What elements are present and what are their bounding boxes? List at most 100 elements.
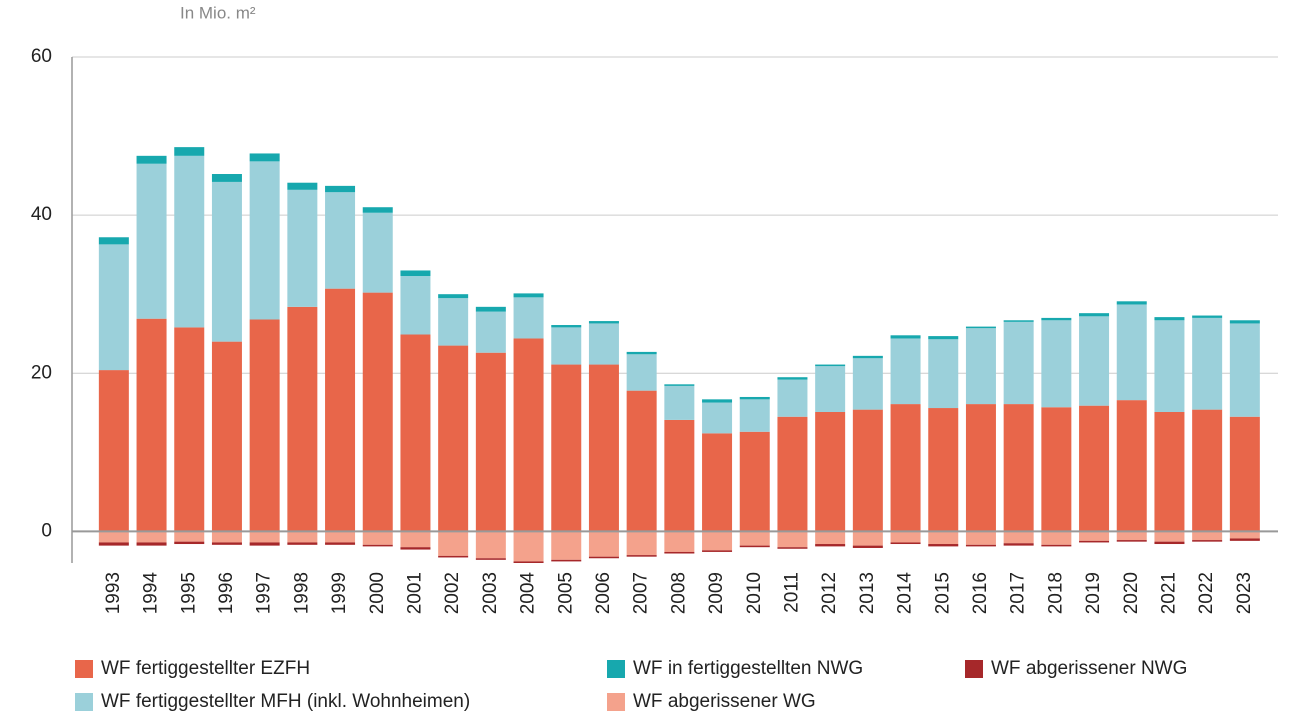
bar-segment [890, 404, 921, 532]
x-tick-label: 2019 [1083, 572, 1104, 614]
bar-segment [249, 531, 280, 543]
bar-segment [1116, 400, 1147, 532]
bar-segment [852, 355, 883, 359]
bar-segment [739, 431, 770, 532]
x-tick-label: 2011 [781, 572, 802, 613]
bar-segment [287, 306, 318, 532]
bar-segment [174, 155, 205, 328]
bar-segment [664, 419, 695, 532]
bar-segment [438, 298, 469, 346]
bar-segment [588, 531, 619, 557]
bar-segment [852, 358, 883, 410]
bar-segment [777, 531, 808, 548]
x-tick-label: 1993 [103, 572, 124, 614]
bar-segment [136, 531, 167, 543]
bar-segment [98, 370, 129, 532]
bar-segment [890, 531, 921, 543]
x-tick-label: 2014 [895, 572, 916, 615]
bar-segment [400, 334, 431, 532]
x-tick-label: 2006 [593, 572, 614, 614]
bar-segment [852, 545, 883, 548]
y-tick-label: 20 [31, 362, 52, 383]
x-tick-label: 2005 [555, 572, 576, 614]
bar-segment [702, 399, 733, 403]
bar-segment [287, 542, 318, 545]
bar-segment [852, 531, 883, 546]
bar-segment [1041, 407, 1072, 532]
bar-segment [626, 351, 657, 355]
bar-segment [1192, 409, 1223, 532]
x-tick-label: 2023 [1234, 572, 1255, 614]
bar-segment [852, 409, 883, 532]
bar-segment [1079, 313, 1110, 317]
bar-segment [513, 293, 544, 298]
bar-segment [739, 399, 770, 432]
bar-segment [815, 544, 846, 547]
bar-segment [1116, 531, 1147, 541]
bar-segment [626, 555, 657, 557]
x-tick-label: 2013 [857, 572, 878, 614]
bar-segment [551, 327, 582, 365]
bar-segment [664, 531, 695, 552]
x-tick-label: 2009 [706, 572, 727, 614]
bar-segment [1003, 321, 1034, 405]
bar-segment [513, 338, 544, 532]
bar-segment [739, 531, 770, 546]
bar-segment [1154, 320, 1185, 412]
bar-segment [174, 147, 205, 156]
bar-segment [475, 306, 506, 312]
bar-segment [1041, 317, 1072, 321]
bar-segment [702, 531, 733, 551]
bar-segment [965, 544, 996, 547]
bar-segment [815, 411, 846, 532]
bar-segment [475, 311, 506, 353]
bar-segment [777, 547, 808, 549]
x-tick-label: 2008 [668, 572, 689, 614]
bar-segment [211, 531, 242, 543]
legend-label: WF fertiggestellter MFH (inkl. Wohnheime… [101, 691, 470, 712]
bar-segment [626, 354, 657, 391]
x-tick-label: 1994 [141, 572, 162, 615]
bar-segment [98, 237, 129, 245]
bar-segment [626, 390, 657, 532]
bar-segment [1079, 405, 1110, 532]
bar-segment [325, 185, 356, 193]
bar-segment [890, 338, 921, 405]
bar-segment [1116, 540, 1147, 542]
bar-segment [136, 155, 167, 164]
bar-segment [1116, 304, 1147, 401]
x-tick-label: 2021 [1158, 572, 1179, 614]
bar-segment [362, 531, 393, 545]
bar-segment [475, 531, 506, 559]
bar-segment [211, 174, 242, 182]
bar-segment [98, 542, 129, 546]
bar-segment [1229, 416, 1260, 532]
bar-segment [249, 542, 280, 546]
bar-segment [513, 561, 544, 563]
bar-segment [890, 335, 921, 339]
bar-segment [1154, 317, 1185, 321]
x-tick-label: 2016 [970, 572, 991, 614]
bar-segment [664, 551, 695, 554]
bar-segment [362, 292, 393, 532]
x-tick-label: 1999 [329, 572, 350, 614]
bar-segment [1003, 531, 1034, 544]
bar-segment [965, 328, 996, 405]
bar-segment [1229, 531, 1260, 539]
bar-segment [1154, 531, 1185, 542]
bar-segment [136, 163, 167, 319]
bar-segment [890, 542, 921, 545]
legend-swatch [607, 660, 625, 678]
x-tick-label: 2012 [819, 572, 840, 614]
y-tick-label: 0 [41, 520, 52, 541]
bar-segment [1079, 531, 1110, 541]
bar-segment [475, 352, 506, 532]
bar-segment [928, 544, 959, 547]
bar-segment [287, 182, 318, 190]
bar-segment [1192, 540, 1223, 542]
bar-segment [965, 404, 996, 532]
bar-segment [325, 288, 356, 532]
legend-swatch [607, 693, 625, 711]
x-tick-label: 1995 [178, 572, 199, 614]
bar-segment [739, 396, 770, 400]
